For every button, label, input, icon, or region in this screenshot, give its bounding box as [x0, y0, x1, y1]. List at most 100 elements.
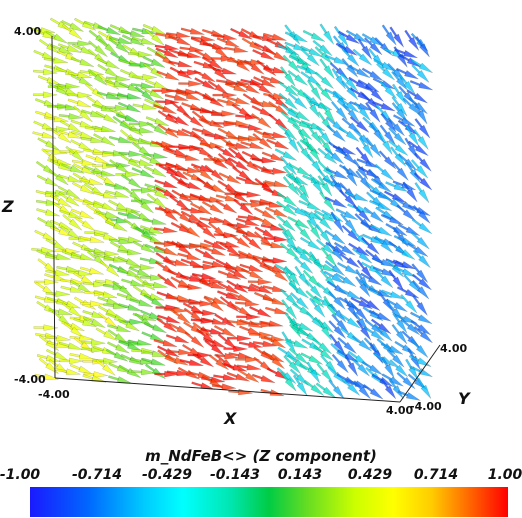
arrow-glyph: [193, 69, 216, 83]
arrow-glyph: [202, 94, 224, 108]
colorbar-tick: 0.429: [347, 467, 393, 483]
arrow-glyph: [338, 126, 360, 142]
arrow-glyph: [302, 269, 321, 289]
arrow-glyph: [316, 362, 333, 383]
arrow-glyph: [70, 252, 95, 261]
arrow-glyph: [45, 126, 71, 133]
arrow-glyph: [128, 120, 154, 128]
arrow-glyph: [320, 246, 337, 267]
arrow-glyph: [385, 298, 408, 312]
arrow-glyph: [237, 81, 260, 94]
arrow-glyph: [411, 218, 432, 234]
arrow-glyph: [260, 335, 286, 343]
arrow-glyph: [93, 133, 116, 146]
arrow-glyph: [277, 123, 298, 141]
arrow-glyph: [194, 247, 217, 261]
arrow-glyph: [213, 374, 238, 381]
arrow-glyph: [276, 214, 296, 232]
arrow-glyph: [252, 340, 277, 347]
arrow-glyph: [305, 96, 320, 118]
arrow-glyph: [117, 318, 140, 332]
arrow-glyph: [157, 273, 178, 289]
arrow-glyph: [350, 302, 368, 322]
arrow-glyph: [408, 97, 428, 114]
arrow-glyph: [169, 66, 192, 79]
arrow-glyph: [61, 20, 84, 32]
arrow-glyph: [259, 201, 284, 208]
arrow-glyph: [373, 323, 393, 342]
arrow-glyph: [252, 100, 277, 108]
arrow-glyph: [284, 338, 308, 349]
arrow-glyph: [48, 169, 69, 186]
arrow-glyph: [337, 336, 357, 354]
arrow-glyph: [55, 103, 80, 111]
arrow-glyph: [155, 245, 179, 256]
arrow-glyph: [317, 147, 338, 164]
arrow-glyph: [402, 181, 418, 203]
arrow-glyph: [362, 383, 384, 400]
arrow-glyph: [380, 213, 404, 226]
arrow-glyph: [157, 123, 179, 139]
arrow-glyph: [93, 200, 117, 212]
arrow-glyph: [145, 116, 169, 126]
arrow-glyph: [104, 219, 128, 232]
arrow-glyph: [265, 306, 289, 315]
arrow-glyph: [264, 180, 289, 187]
arrow-glyph: [300, 352, 323, 365]
arrow-glyph: [288, 347, 309, 365]
arrow-glyph: [85, 154, 109, 164]
arrow-glyph: [262, 257, 287, 264]
arrow-glyph: [344, 191, 369, 202]
arrow-glyph: [250, 283, 273, 295]
arrow-glyph: [165, 334, 190, 344]
arrow-glyph: [411, 280, 430, 300]
arrow-glyph: [45, 30, 68, 44]
arrow-glyph: [158, 205, 179, 222]
arrow-glyph: [153, 104, 177, 114]
arrow-glyph: [206, 154, 229, 169]
arrow-glyph: [235, 356, 260, 363]
arrow-glyph: [226, 335, 252, 342]
arrow-glyph: [69, 279, 92, 294]
arrow-glyph: [217, 152, 238, 170]
arrow-glyph: [278, 92, 298, 110]
arrow-glyph: [324, 196, 348, 208]
arrow-glyph: [404, 124, 419, 146]
arrow-glyph: [108, 135, 133, 144]
arrow-glyph: [118, 303, 142, 312]
arrow-glyph: [407, 140, 429, 156]
arrow-glyph: [391, 102, 408, 123]
arrow-glyph: [393, 46, 408, 68]
arrow-glyph: [50, 128, 72, 144]
arrow-glyph: [411, 263, 428, 283]
arrow-glyph: [37, 258, 58, 274]
arrow-glyph: [280, 288, 299, 307]
arrow-glyph: [341, 224, 361, 243]
arrow-glyph: [265, 48, 288, 62]
arrow-glyph: [352, 48, 372, 66]
arrow-glyph: [341, 80, 359, 100]
arrow-glyph: [132, 73, 157, 81]
arrow-glyph: [355, 276, 371, 297]
arrow-glyph: [250, 81, 273, 95]
arrow-glyph: [360, 237, 380, 255]
arrow-glyph: [351, 335, 372, 352]
colorbar-title: m_NdFeB<> (Z component): [145, 447, 377, 465]
arrow-glyph: [166, 166, 189, 180]
arrow-glyph: [238, 135, 263, 142]
arrow-glyph: [305, 141, 321, 163]
arrow-glyph: [288, 107, 310, 122]
arrow-glyph: [372, 257, 396, 268]
arrow-glyph: [369, 223, 393, 237]
arrow-glyph: [80, 236, 105, 243]
arrow-glyph: [315, 224, 332, 245]
arrow-glyph: [381, 356, 395, 379]
arrow-glyph: [337, 147, 357, 165]
arrow-glyph: [132, 240, 155, 254]
arrow-glyph: [118, 340, 142, 351]
arrow-glyph: [331, 353, 349, 374]
arrow-glyph: [253, 76, 276, 88]
arrow-glyph: [360, 220, 383, 234]
arrow-glyph: [79, 266, 104, 275]
arrow-glyph: [410, 159, 428, 179]
